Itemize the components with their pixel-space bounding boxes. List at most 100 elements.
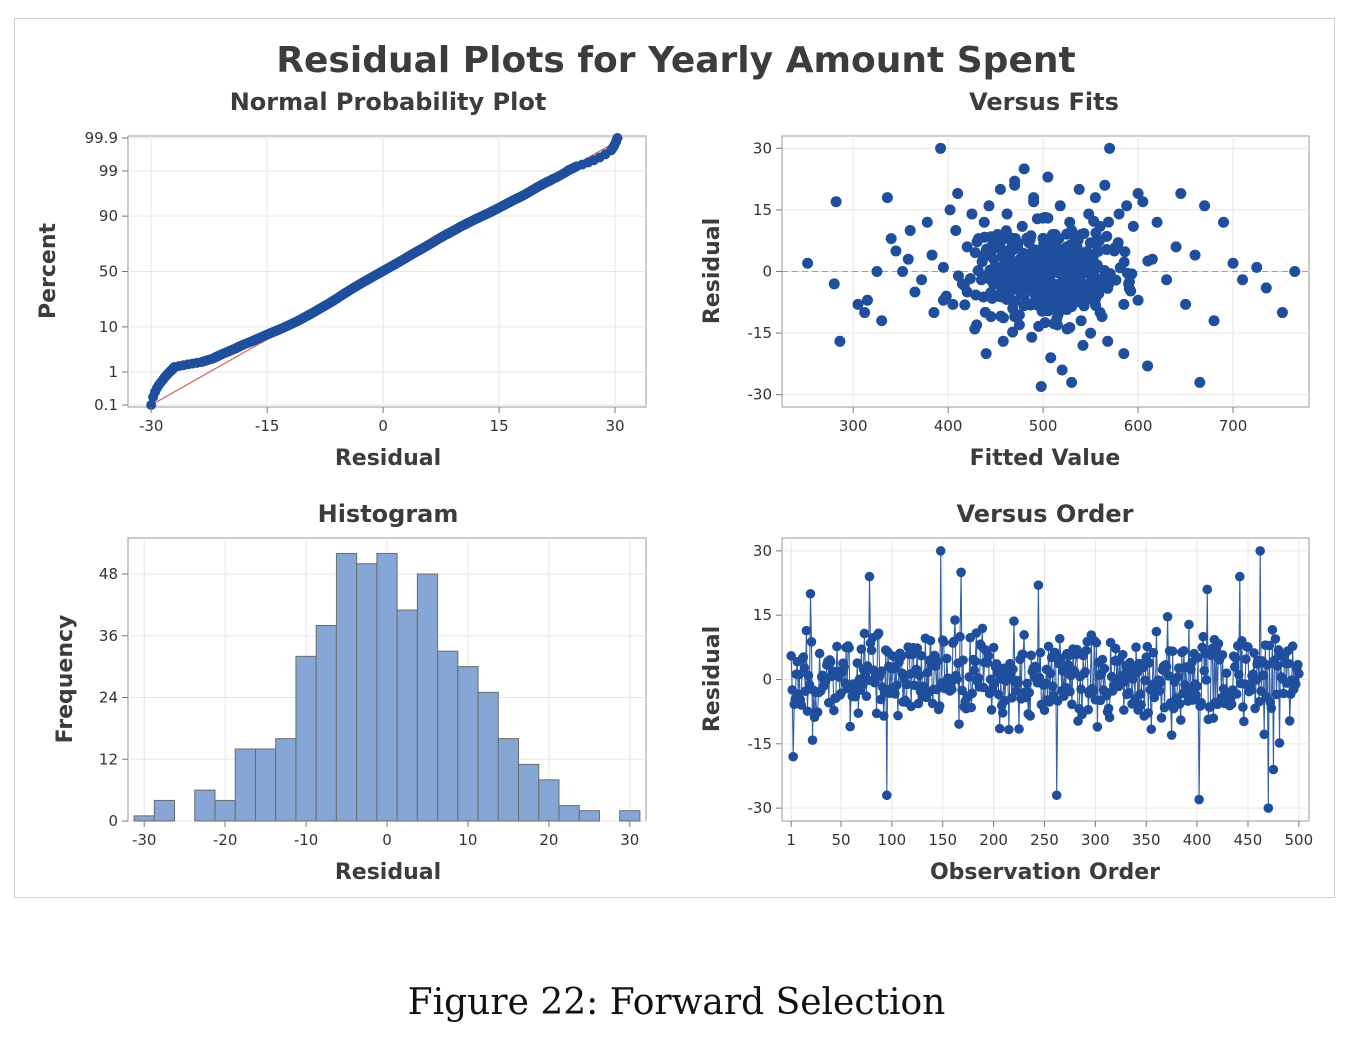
order-point: [1239, 716, 1249, 727]
fits-point: [1194, 376, 1206, 388]
fits-point: [937, 294, 949, 306]
order-point: [1194, 794, 1204, 805]
order-xtick-label: 50: [831, 831, 850, 849]
order-point: [852, 658, 863, 668]
fits-point: [859, 307, 871, 319]
order-point: [1031, 663, 1042, 674]
fits-point: [1033, 320, 1045, 332]
order-point: [991, 659, 1002, 669]
fits-point: [1089, 192, 1101, 204]
histogram-bar: [194, 789, 216, 822]
order-point: [1054, 633, 1065, 644]
order-point: [1186, 664, 1196, 675]
order-point: [1208, 713, 1219, 723]
order-point: [1283, 658, 1294, 669]
order-point: [1238, 702, 1248, 712]
order-point: [1196, 697, 1206, 708]
fits-point: [1029, 289, 1041, 301]
order-point: [954, 719, 964, 729]
order-point: [1065, 686, 1075, 697]
fits-point: [1289, 266, 1301, 277]
fits-point: [1199, 200, 1211, 212]
fits-point: [1237, 274, 1249, 286]
order-point: [1119, 705, 1129, 715]
order-point: [1156, 713, 1167, 723]
fits-point: [952, 270, 964, 282]
order-point: [805, 588, 816, 599]
order-point: [1274, 738, 1285, 748]
histogram-bar: [335, 552, 358, 822]
fits-point: [881, 192, 893, 204]
order-point: [1173, 663, 1184, 673]
fits-x-ticks: 300 400 500 600 700: [839, 407, 1247, 435]
fits-point: [1175, 187, 1187, 199]
fits-point: [1125, 285, 1137, 297]
order-point: [802, 706, 813, 716]
fits-point: [1066, 376, 1078, 388]
npp-ylabel: Percent: [36, 223, 61, 320]
fits-xtick-label: 400: [934, 417, 963, 435]
fits-point: [1088, 264, 1100, 276]
histogram-bar: [133, 815, 155, 822]
order-point: [1072, 644, 1082, 655]
order-point: [1140, 675, 1151, 686]
fits-point: [1101, 244, 1113, 256]
order-point: [798, 652, 809, 662]
histogram-bar: [619, 810, 641, 822]
fits-point: [1023, 251, 1035, 263]
order-point: [1287, 641, 1298, 652]
fits-point: [909, 286, 921, 298]
order-point: [1254, 696, 1264, 707]
order-point: [1039, 705, 1050, 716]
fits-point: [1132, 187, 1144, 199]
order-point: [1083, 704, 1094, 715]
order-point: [892, 680, 902, 690]
panel-histogram: Histogram -30 -20 -10 0 10 20 30 0 12 24 36 48 Res…: [53, 500, 647, 885]
order-point: [1104, 712, 1115, 723]
fits-point: [1053, 243, 1065, 255]
order-point: [958, 655, 968, 665]
order-ytick-label: 15: [753, 606, 772, 624]
fits-point: [998, 292, 1010, 304]
fits-point: [1009, 295, 1021, 307]
npp-xlabel: Residual: [335, 446, 441, 471]
order-point: [1192, 681, 1202, 691]
fits-point: [1073, 183, 1085, 195]
fits-point: [1104, 142, 1116, 154]
order-point: [1167, 646, 1178, 657]
fits-point: [1051, 267, 1063, 279]
fits-point: [1276, 307, 1288, 319]
hist-ytick-label: 48: [99, 565, 118, 583]
fits-point: [977, 291, 989, 303]
fits-point: [1069, 233, 1081, 245]
order-point: [1259, 729, 1270, 740]
order-point: [1149, 692, 1160, 703]
histogram-bar: [558, 805, 580, 822]
order-xtick-label: 400: [1183, 831, 1212, 849]
order-point: [1018, 649, 1028, 660]
fits-point: [1039, 277, 1051, 289]
order-point: [1146, 724, 1157, 735]
histogram-bar: [538, 779, 560, 822]
order-point: [1043, 641, 1054, 652]
order-point: [1063, 659, 1073, 670]
fits-ytick-label: -30: [748, 386, 773, 404]
fits-point: [1161, 274, 1173, 286]
histogram-bar: [518, 763, 540, 822]
fits-point: [1208, 315, 1220, 327]
fits-ytick-label: 0: [762, 263, 772, 281]
histogram-bar: [356, 563, 378, 822]
hist-xlabel: Residual: [335, 860, 441, 885]
fits-point: [1061, 303, 1073, 315]
order-marks: [786, 546, 1304, 813]
order-point: [1199, 665, 1210, 676]
fits-point: [802, 257, 814, 269]
fits-point: [1013, 319, 1025, 331]
order-point: [950, 615, 960, 625]
order-point: [1088, 685, 1099, 696]
order-point: [1034, 672, 1045, 683]
order-point: [1229, 662, 1240, 672]
fits-xtick-label: 300: [839, 417, 868, 435]
order-point: [1184, 619, 1194, 630]
fits-title: Versus Fits: [969, 88, 1119, 116]
